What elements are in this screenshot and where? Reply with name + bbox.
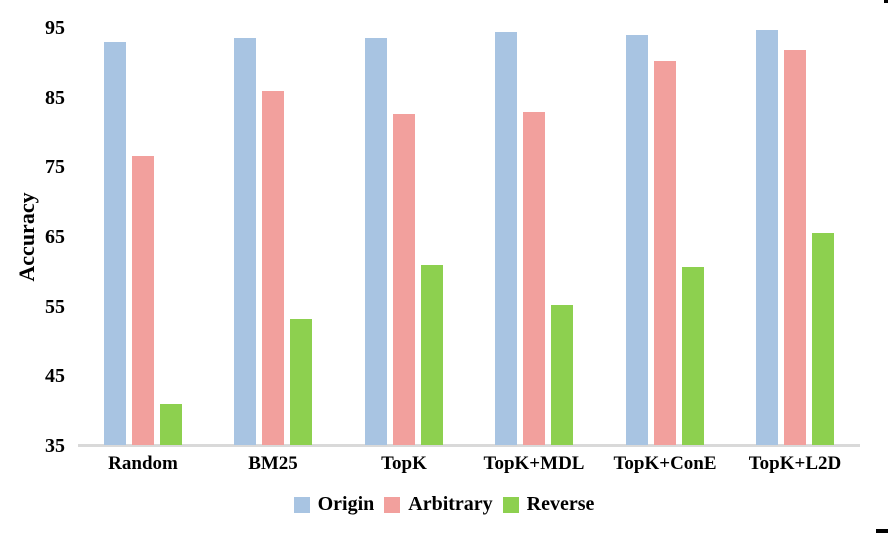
bar-arbitrary-topk+mdl [523,112,545,445]
bar-origin-topk+mdl [495,32,517,445]
legend-label: Reverse [526,493,595,515]
bar-arbitrary-topk [393,114,415,445]
bar-arbitrary-topk+cone [654,61,676,445]
bar-arbitrary-bm25 [262,91,284,445]
y-tick-label: 65 [45,226,65,248]
legend-item-arbitrary: Arbitrary [384,493,493,516]
legend-label: Origin [317,493,375,515]
legend-label: Arbitrary [408,493,493,515]
bar-origin-topk+l2d [756,30,778,445]
bar-reverse-bm25 [290,319,312,445]
y-tick-label: 95 [45,17,65,39]
bar-arbitrary-random [132,156,154,445]
bar-reverse-topk+mdl [551,305,573,445]
screenshot-border-artifact [876,529,888,533]
bar-origin-random [104,42,126,445]
legend: Origin Arbitrary Reverse [0,493,888,516]
bar-origin-topk [365,38,387,445]
bar-reverse-topk [421,265,443,445]
bar-arbitrary-topk+l2d [784,50,806,445]
y-tick-label: 35 [45,435,65,457]
bar-reverse-random [160,404,182,445]
x-category-label: Random [108,453,178,474]
legend-swatch-icon [502,496,519,513]
legend-item-reverse: Reverse [502,493,595,516]
y-tick-label: 55 [45,295,65,318]
x-category-label: TopK+MDL [483,453,585,474]
legend-swatch-icon [384,496,401,513]
x-axis-line [78,444,860,447]
x-category-label: TopK [381,453,427,474]
legend-swatch-icon [293,496,310,513]
bar-origin-topk+cone [626,35,648,445]
legend-item-origin: Origin [293,493,375,516]
y-tick-label: 45 [45,365,65,388]
bar-origin-bm25 [234,38,256,445]
y-tick-label: 75 [45,156,65,179]
x-category-label: TopK+L2D [748,453,842,474]
bar-reverse-topk+cone [682,267,704,445]
x-category-label: BM25 [248,453,298,474]
bar-reverse-topk+l2d [812,233,834,445]
y-tick-label: 85 [45,86,65,109]
x-category-label: TopK+ConE [613,453,717,474]
screenshot-border-artifact [884,0,888,3]
